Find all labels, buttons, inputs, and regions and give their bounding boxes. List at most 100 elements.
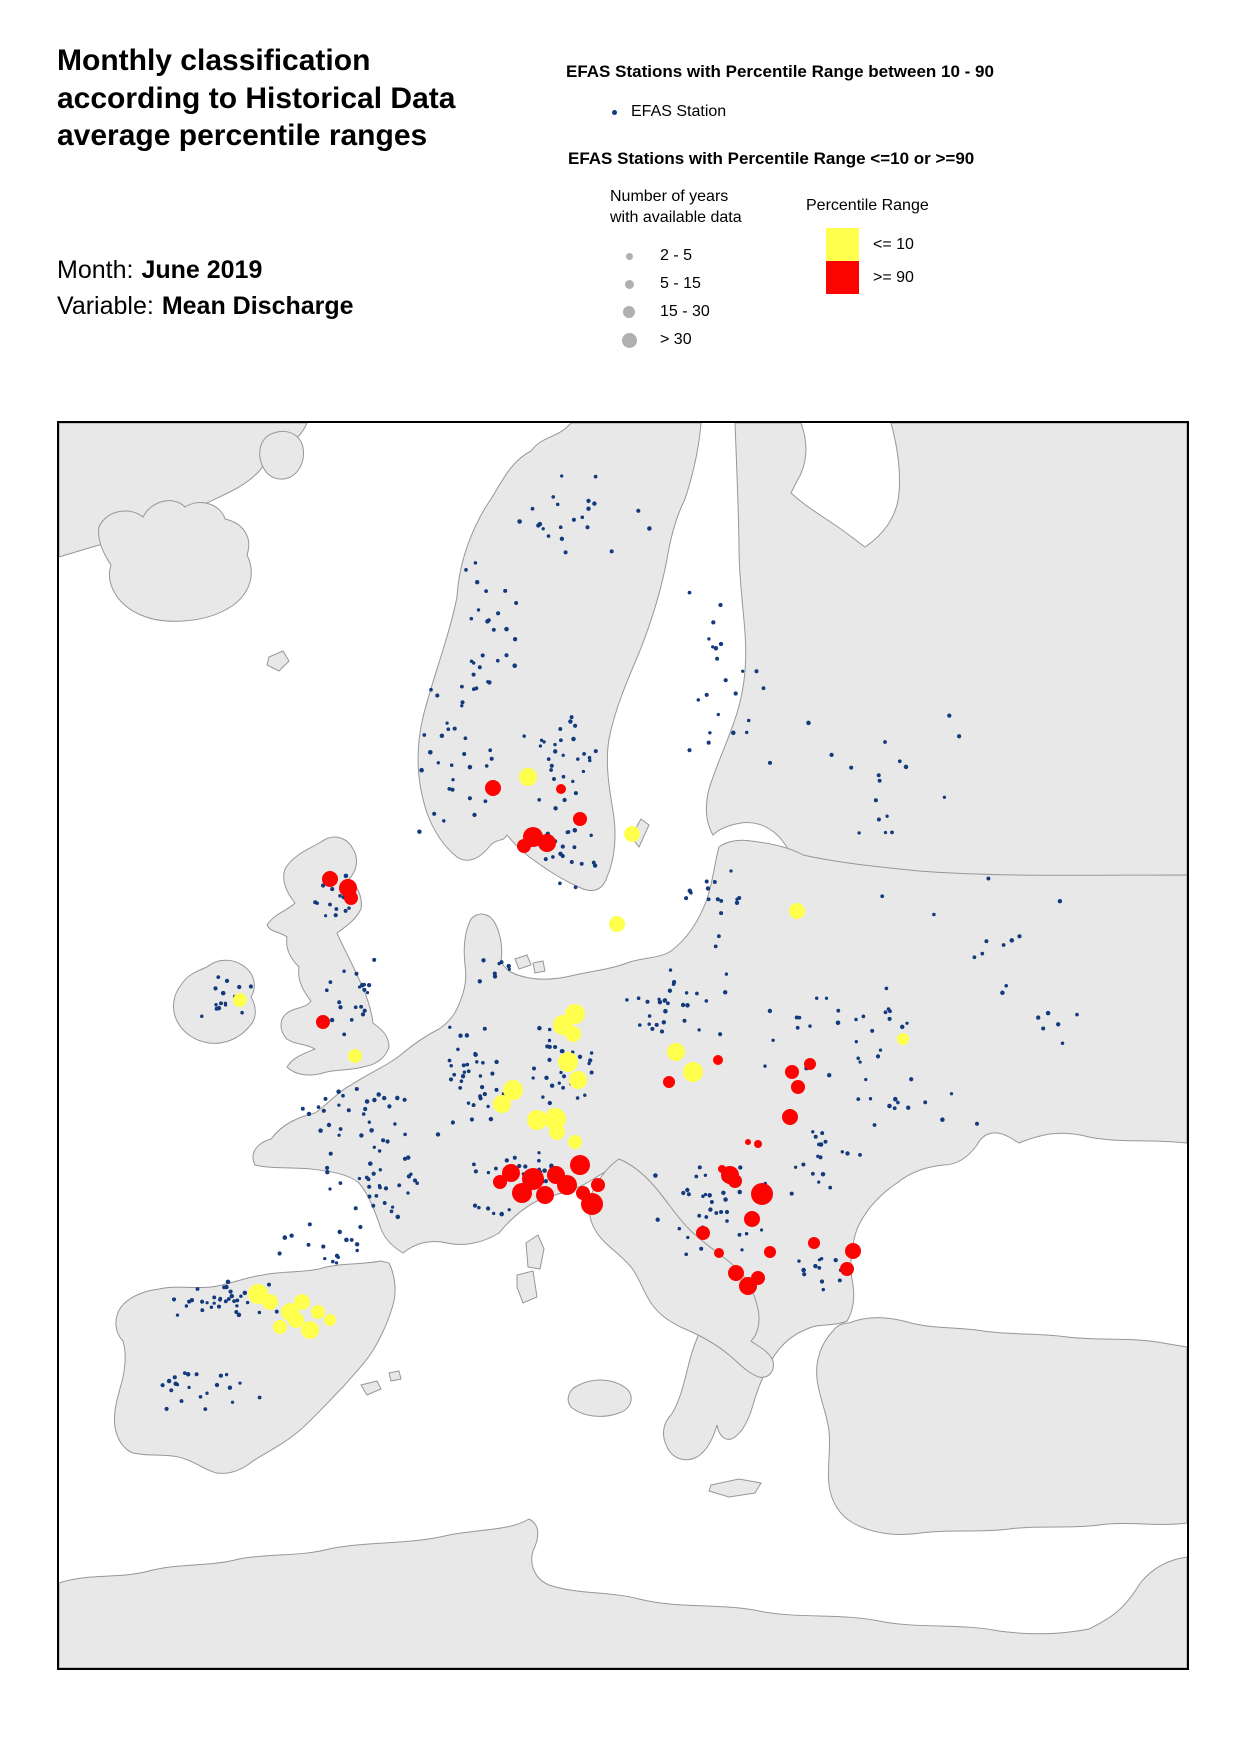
efas-station-dot [893, 1096, 898, 1102]
low-percentile-marker [348, 1049, 362, 1063]
high-percentile-marker [785, 1065, 799, 1079]
efas-station-dot [333, 913, 338, 918]
efas-station-dot [569, 860, 574, 864]
efas-station-dot [330, 887, 335, 892]
efas-station-dot [823, 1139, 828, 1144]
efas-station-dot [184, 1304, 189, 1308]
efas-station-dot [1041, 1026, 1046, 1031]
efas-station-dot [906, 1105, 911, 1110]
low-percentile-marker [294, 1294, 310, 1310]
efas-station-dot [671, 982, 676, 986]
efas-station-dot [1045, 1010, 1051, 1016]
efas-station-dot [697, 1028, 701, 1032]
efas-station-dot [222, 1285, 227, 1290]
efas-station-dot [689, 890, 693, 895]
efas-station-dot [558, 851, 563, 857]
efas-station-dot [238, 1381, 242, 1385]
efas-station-dot [591, 860, 596, 865]
efas-station-dot [975, 1121, 979, 1126]
efas-station-dot [216, 1304, 222, 1309]
efas-station-dot [704, 692, 709, 697]
efas-station-dot [503, 588, 508, 593]
efas-station-dot [562, 797, 567, 803]
efas-station-dot [1009, 938, 1015, 943]
efas-station-dot [558, 727, 563, 731]
high-percentile-label: >= 90 [873, 268, 914, 286]
efas-station-dot [697, 1213, 702, 1218]
efas-station-dot [328, 1151, 333, 1156]
efas-station-dot [667, 988, 673, 993]
efas-station-dot [328, 1187, 332, 1191]
efas-station-dot [517, 1163, 522, 1169]
efas-station-dot [1017, 934, 1022, 939]
efas-station-dot [490, 1071, 495, 1076]
efas-station-dot [657, 1000, 663, 1005]
legend-percentile-classes: <= 10 >= 90 [826, 228, 914, 294]
efas-station-dot [575, 1096, 580, 1100]
efas-station-dot [581, 769, 586, 774]
efas-station-dot [223, 1001, 228, 1005]
efas-station-dot [435, 693, 440, 698]
efas-station-dot [229, 1293, 235, 1299]
efas-station-dot [374, 1194, 379, 1198]
efas-station-dot [687, 748, 692, 753]
efas-station-dot [637, 1023, 642, 1027]
efas-station-dot [488, 748, 493, 753]
efas-station-dot [216, 975, 221, 979]
efas-station-dot [808, 1024, 812, 1028]
efas-station-dot [684, 991, 689, 995]
efas-station-dot [754, 669, 759, 674]
efas-station-dot [654, 1022, 659, 1027]
low-percentile-marker [233, 993, 247, 1007]
efas-station-dot [547, 1038, 552, 1043]
efas-station-dot [216, 1005, 222, 1011]
efas-station-dot [480, 653, 485, 658]
efas-station-dot [829, 752, 834, 758]
high-percentile-marker [764, 1246, 776, 1258]
efas-station-dot [582, 752, 586, 756]
efas-station-dot [164, 1406, 169, 1411]
efas-station-dot [817, 1266, 822, 1270]
high-percentile-marker [791, 1080, 805, 1094]
efas-station-dot [1075, 1012, 1079, 1017]
efas-station-dot [465, 1062, 470, 1067]
efas-station-dot [182, 1371, 187, 1375]
efas-station-dot [227, 1385, 233, 1390]
efas-station-dot [435, 1132, 441, 1137]
efas-station-dot [653, 1173, 658, 1178]
efas-station-dot [583, 1093, 587, 1097]
efas-station-dot [537, 797, 542, 802]
efas-station-dot [359, 1133, 364, 1138]
efas-station-dot [684, 1252, 689, 1257]
efas-station-dot [479, 1084, 485, 1090]
efas-station-dot [645, 999, 650, 1004]
efas-station-dot [321, 1244, 326, 1249]
legend-size-row: 15 - 30 [612, 298, 710, 326]
efas-station-dot [701, 1194, 705, 1199]
efas-station-dot [737, 1232, 742, 1237]
efas-station-dot [343, 873, 349, 879]
efas-station-dot [476, 608, 481, 612]
efas-station-dot [555, 502, 560, 507]
efas-station-dot [892, 1106, 897, 1111]
efas-station-dot [485, 619, 490, 624]
efas-station-dot [537, 1151, 541, 1155]
efas-station-dot [878, 1048, 883, 1052]
efas-station-dot [486, 1104, 490, 1109]
efas-station-dot [506, 963, 511, 969]
efas-station-dot [200, 1308, 205, 1313]
efas-station-dot [824, 996, 829, 1000]
efas-station-dot [840, 1150, 844, 1154]
efas-station-dot [706, 897, 711, 902]
efas-station-dot [546, 757, 551, 761]
efas-station-dot [544, 1075, 549, 1081]
efas-station-dot [219, 1001, 223, 1006]
low-percentile-marker [569, 1071, 587, 1089]
efas-station-dot [236, 1312, 242, 1318]
efas-station-dot [737, 1189, 742, 1195]
efas-station-dot [731, 730, 736, 736]
legend-efas-station-row: EFAS Station [612, 103, 726, 121]
efas-station-dot [274, 1309, 279, 1314]
efas-station-dot [342, 1032, 347, 1037]
page-title: Monthly classification according to Hist… [57, 44, 456, 152]
